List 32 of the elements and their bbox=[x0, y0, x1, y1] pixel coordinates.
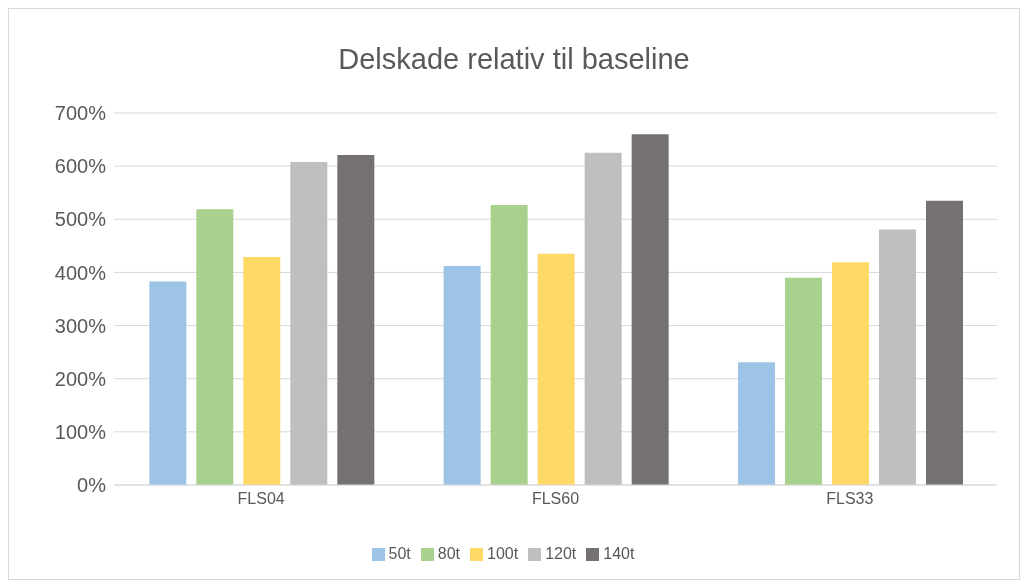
bar bbox=[443, 266, 481, 485]
y-tick-label: 700% bbox=[54, 102, 107, 125]
y-tick-label: 200% bbox=[54, 367, 107, 390]
legend-label: 80t bbox=[437, 545, 461, 562]
bar bbox=[537, 253, 575, 485]
y-tick-label: 100% bbox=[54, 420, 107, 443]
bar bbox=[243, 257, 281, 485]
x-tick-label: FLS33 bbox=[826, 490, 874, 508]
bar bbox=[584, 152, 622, 485]
x-tick-label: FLS04 bbox=[237, 490, 285, 508]
bar bbox=[490, 204, 528, 485]
legend-label: 120t bbox=[545, 545, 577, 562]
legend-label: 50t bbox=[388, 545, 411, 562]
bar bbox=[925, 200, 963, 485]
legend-label: 140t bbox=[603, 545, 635, 562]
bar bbox=[290, 161, 328, 485]
bar bbox=[878, 229, 916, 485]
bar bbox=[737, 362, 775, 485]
bar bbox=[784, 277, 822, 485]
bar bbox=[631, 134, 669, 485]
bar bbox=[831, 262, 869, 485]
bar bbox=[149, 281, 187, 485]
y-tick-label: 400% bbox=[54, 261, 107, 284]
y-tick-label: 0% bbox=[77, 474, 107, 497]
legend-label: 100t bbox=[487, 545, 519, 562]
bar bbox=[337, 154, 375, 485]
y-tick-label: 300% bbox=[54, 314, 107, 337]
y-tick-label: 600% bbox=[54, 155, 107, 178]
y-tick-label: 500% bbox=[54, 208, 107, 231]
bar bbox=[196, 209, 234, 485]
x-tick-label: FLS60 bbox=[531, 490, 580, 508]
chart-title: Delskade relativ til baseline bbox=[337, 42, 691, 77]
